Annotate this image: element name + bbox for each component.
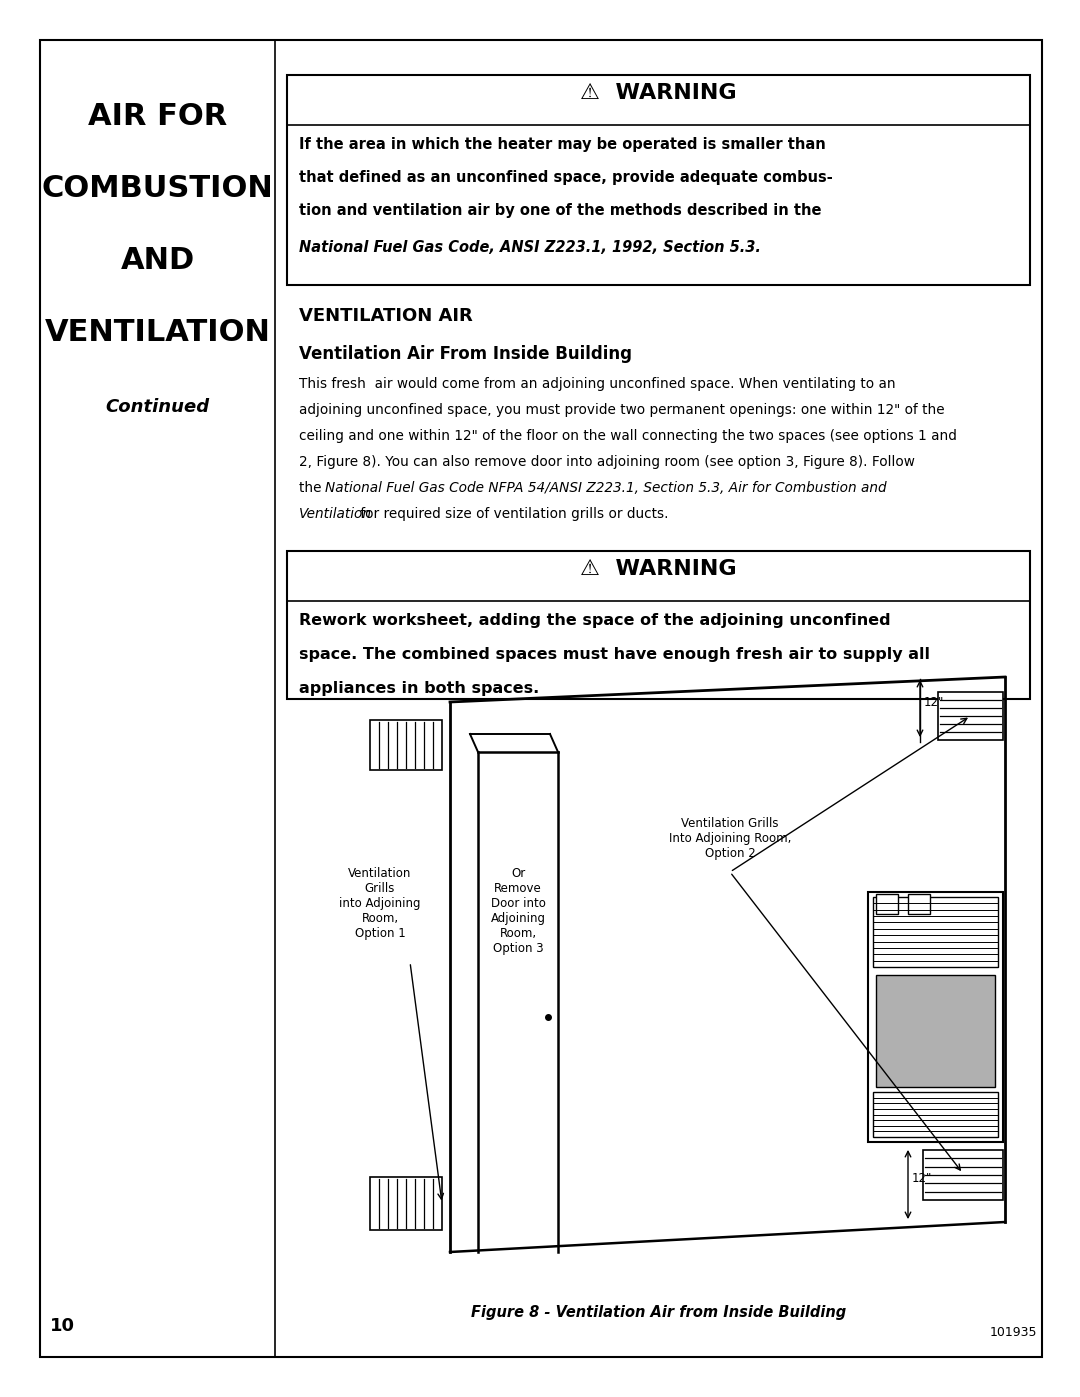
Text: Continued: Continued	[106, 398, 210, 416]
Text: adjoining unconfined space, you must provide two permanent openings: one within : adjoining unconfined space, you must pro…	[299, 402, 945, 416]
Text: Or
Remove
Door into
Adjoining
Room,
Option 3: Or Remove Door into Adjoining Room, Opti…	[490, 868, 545, 956]
Text: the: the	[299, 481, 326, 495]
Text: 101935: 101935	[989, 1326, 1037, 1338]
Text: appliances in both spaces.: appliances in both spaces.	[299, 680, 539, 696]
Text: for required size of ventilation grills or ducts.: for required size of ventilation grills …	[356, 507, 669, 521]
Text: AND: AND	[120, 246, 194, 275]
Bar	[873, 897, 998, 967]
Text: VENTILATION: VENTILATION	[44, 319, 270, 346]
Bar	[923, 1150, 1003, 1200]
Bar	[370, 719, 442, 770]
Text: Figure 8 - Ventilation Air from Inside Building: Figure 8 - Ventilation Air from Inside B…	[471, 1305, 846, 1320]
Text: ceiling and one within 12" of the floor on the wall connecting the two spaces (s: ceiling and one within 12" of the floor …	[299, 429, 957, 443]
Text: 12": 12"	[912, 1172, 932, 1185]
Text: Ventilation: Ventilation	[299, 507, 372, 521]
Text: Ventilation Air From Inside Building: Ventilation Air From Inside Building	[299, 345, 632, 363]
Text: ⚠  WARNING: ⚠ WARNING	[580, 559, 737, 578]
Text: COMBUSTION: COMBUSTION	[42, 175, 273, 203]
Text: VENTILATION AIR: VENTILATION AIR	[299, 307, 473, 326]
Text: This fresh  air would come from an adjoining unconfined space. When ventilating : This fresh air would come from an adjoin…	[299, 377, 895, 391]
Bar	[873, 1092, 998, 1137]
Bar	[287, 75, 1030, 285]
Bar	[868, 893, 1003, 1141]
Bar	[908, 894, 930, 914]
Text: ⚠  WARNING: ⚠ WARNING	[580, 82, 737, 103]
Bar	[370, 1178, 442, 1229]
Text: space. The combined spaces must have enough fresh air to supply all: space. The combined spaces must have eno…	[299, 647, 930, 662]
Bar	[876, 975, 995, 1087]
Bar	[876, 894, 897, 914]
Text: tion and ventilation air by one of the methods described in the: tion and ventilation air by one of the m…	[299, 203, 822, 218]
Text: Ventilation
Grills
into Adjoining
Room,
Option 1: Ventilation Grills into Adjoining Room, …	[339, 868, 421, 940]
Text: Rework worksheet, adding the space of the adjoining unconfined: Rework worksheet, adding the space of th…	[299, 613, 891, 629]
Text: Ventilation Grills
Into Adjoining Room,
Option 2: Ventilation Grills Into Adjoining Room, …	[669, 817, 792, 861]
Text: National Fuel Gas Code, ANSI Z223.1, 1992, Section 5.3.: National Fuel Gas Code, ANSI Z223.1, 199…	[299, 240, 761, 256]
Bar	[287, 550, 1030, 698]
Text: 10: 10	[50, 1317, 75, 1336]
Bar	[939, 692, 1003, 740]
Text: that defined as an unconfined space, provide adequate combus-: that defined as an unconfined space, pro…	[299, 170, 833, 184]
Text: 2, Figure 8). You can also remove door into adjoining room (see option 3, Figure: 2, Figure 8). You can also remove door i…	[299, 455, 915, 469]
Text: AIR FOR: AIR FOR	[87, 102, 227, 131]
Text: 12": 12"	[924, 696, 944, 710]
Text: National Fuel Gas Code NFPA 54/ANSI Z223.1, Section 5.3, Air for Combustion and: National Fuel Gas Code NFPA 54/ANSI Z223…	[325, 481, 887, 495]
Text: If the area in which the heater may be operated is smaller than: If the area in which the heater may be o…	[299, 137, 826, 152]
